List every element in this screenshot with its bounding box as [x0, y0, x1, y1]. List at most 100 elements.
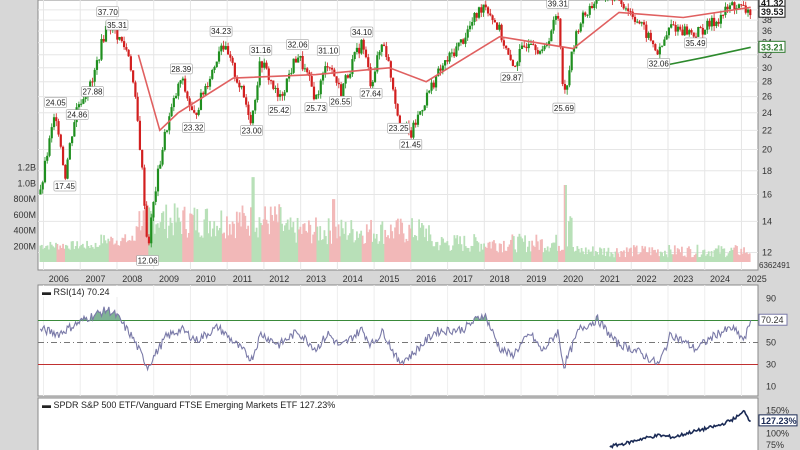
- volume-bar: [135, 226, 138, 262]
- candle-body: [706, 20, 709, 30]
- volume-bar: [647, 252, 649, 262]
- volume-bar: [374, 238, 377, 262]
- price-tick-label: 22: [762, 125, 772, 135]
- candle-body: [57, 121, 60, 135]
- volume-bar: [419, 227, 422, 262]
- volume-bar: [558, 245, 560, 262]
- volume-bar: [398, 234, 401, 262]
- volume-bar: [330, 243, 333, 262]
- volume-bar: [534, 246, 536, 262]
- volume-bar: [652, 250, 655, 262]
- volume-bar: [443, 242, 446, 262]
- rsi-tick-label: 30: [766, 360, 776, 370]
- volume-bar: [247, 225, 250, 262]
- volume-bar: [575, 250, 577, 262]
- candle-body: [136, 96, 139, 121]
- candle-body: [204, 86, 207, 95]
- candle-body: [281, 94, 284, 96]
- volume-bar: [464, 246, 467, 262]
- candle-body: [256, 85, 259, 101]
- volume-bar: [296, 217, 299, 262]
- candle-body: [231, 57, 234, 63]
- rsi-badge: [758, 313, 788, 326]
- volume-bar: [245, 228, 248, 262]
- volume-bar: [295, 242, 298, 262]
- volume-bar: [83, 247, 86, 262]
- volume-bar: [551, 243, 553, 262]
- volume-bar: [107, 238, 110, 262]
- candle-body: [349, 74, 352, 78]
- last-volume-label: 6362491: [759, 261, 791, 270]
- volume-bar: [511, 234, 514, 262]
- volume-bar: [80, 245, 83, 262]
- volume-bar: [536, 241, 539, 262]
- volume-bar: [60, 247, 63, 262]
- volume-bar: [682, 256, 685, 262]
- callout-box: [209, 25, 233, 37]
- volume-bar: [618, 256, 621, 262]
- candle-body: [466, 29, 469, 38]
- volume-bar: [176, 207, 179, 262]
- volume-bar: [69, 249, 72, 262]
- volume-bar: [52, 246, 55, 262]
- volume-bar: [385, 237, 388, 262]
- volume-bar: [241, 205, 244, 262]
- volume-bar: [378, 241, 381, 262]
- volume-bar: [170, 222, 173, 262]
- callout-box: [387, 122, 410, 134]
- candle-body: [371, 81, 374, 87]
- volume-bar: [259, 222, 262, 262]
- volume-bar: [616, 248, 618, 262]
- candle-body: [722, 14, 725, 16]
- callout-box: [96, 6, 120, 18]
- candle-body: [159, 164, 162, 169]
- candle-body: [731, 2, 734, 6]
- rsi-tick-label: 10: [766, 382, 776, 392]
- volume-bar: [227, 235, 230, 262]
- candle-body: [98, 59, 101, 61]
- volume-bar: [264, 206, 266, 262]
- candle-body: [509, 54, 512, 61]
- volume-bar: [203, 219, 206, 262]
- volume-bar: [224, 238, 227, 262]
- volume-bar: [303, 223, 306, 262]
- volume-bar: [736, 246, 738, 262]
- volume-bar: [583, 254, 586, 262]
- volume-bar: [334, 226, 337, 262]
- volume-bar: [665, 254, 668, 262]
- volume-bar: [526, 246, 529, 262]
- volume-bar: [692, 257, 695, 262]
- candle-body: [93, 69, 96, 82]
- volume-bar: [406, 241, 409, 262]
- volume-tick-label: 1.0B: [17, 178, 36, 188]
- volume-bar: [361, 235, 364, 262]
- volume-bar: [514, 249, 517, 262]
- volume-bar: [719, 253, 721, 262]
- candle-body: [419, 111, 422, 115]
- volume-bar: [408, 224, 411, 262]
- candle-body: [579, 23, 582, 32]
- volume-bar: [101, 243, 104, 262]
- volume-bar: [603, 248, 606, 262]
- volume-bar: [73, 249, 76, 262]
- candle-body: [453, 52, 456, 57]
- candle-body: [432, 82, 435, 88]
- price-badge: [758, 40, 786, 53]
- candle-body: [514, 65, 517, 67]
- volume-bar: [606, 251, 608, 262]
- relative-title-bg: [40, 399, 365, 410]
- volume-bar: [422, 225, 425, 262]
- volume-bar: [199, 237, 202, 262]
- candle-body: [233, 62, 236, 77]
- volume-bar: [302, 224, 305, 262]
- volume-bar: [673, 245, 676, 262]
- price-badge: [758, 5, 786, 18]
- volume-bar: [563, 185, 566, 262]
- volume-bar: [217, 230, 220, 262]
- volume-bar: [278, 204, 281, 262]
- volume-bar: [454, 238, 457, 262]
- candle-body: [670, 24, 673, 28]
- volume-bar: [413, 235, 416, 262]
- volume-bar: [228, 224, 231, 262]
- volume-bar: [161, 212, 163, 262]
